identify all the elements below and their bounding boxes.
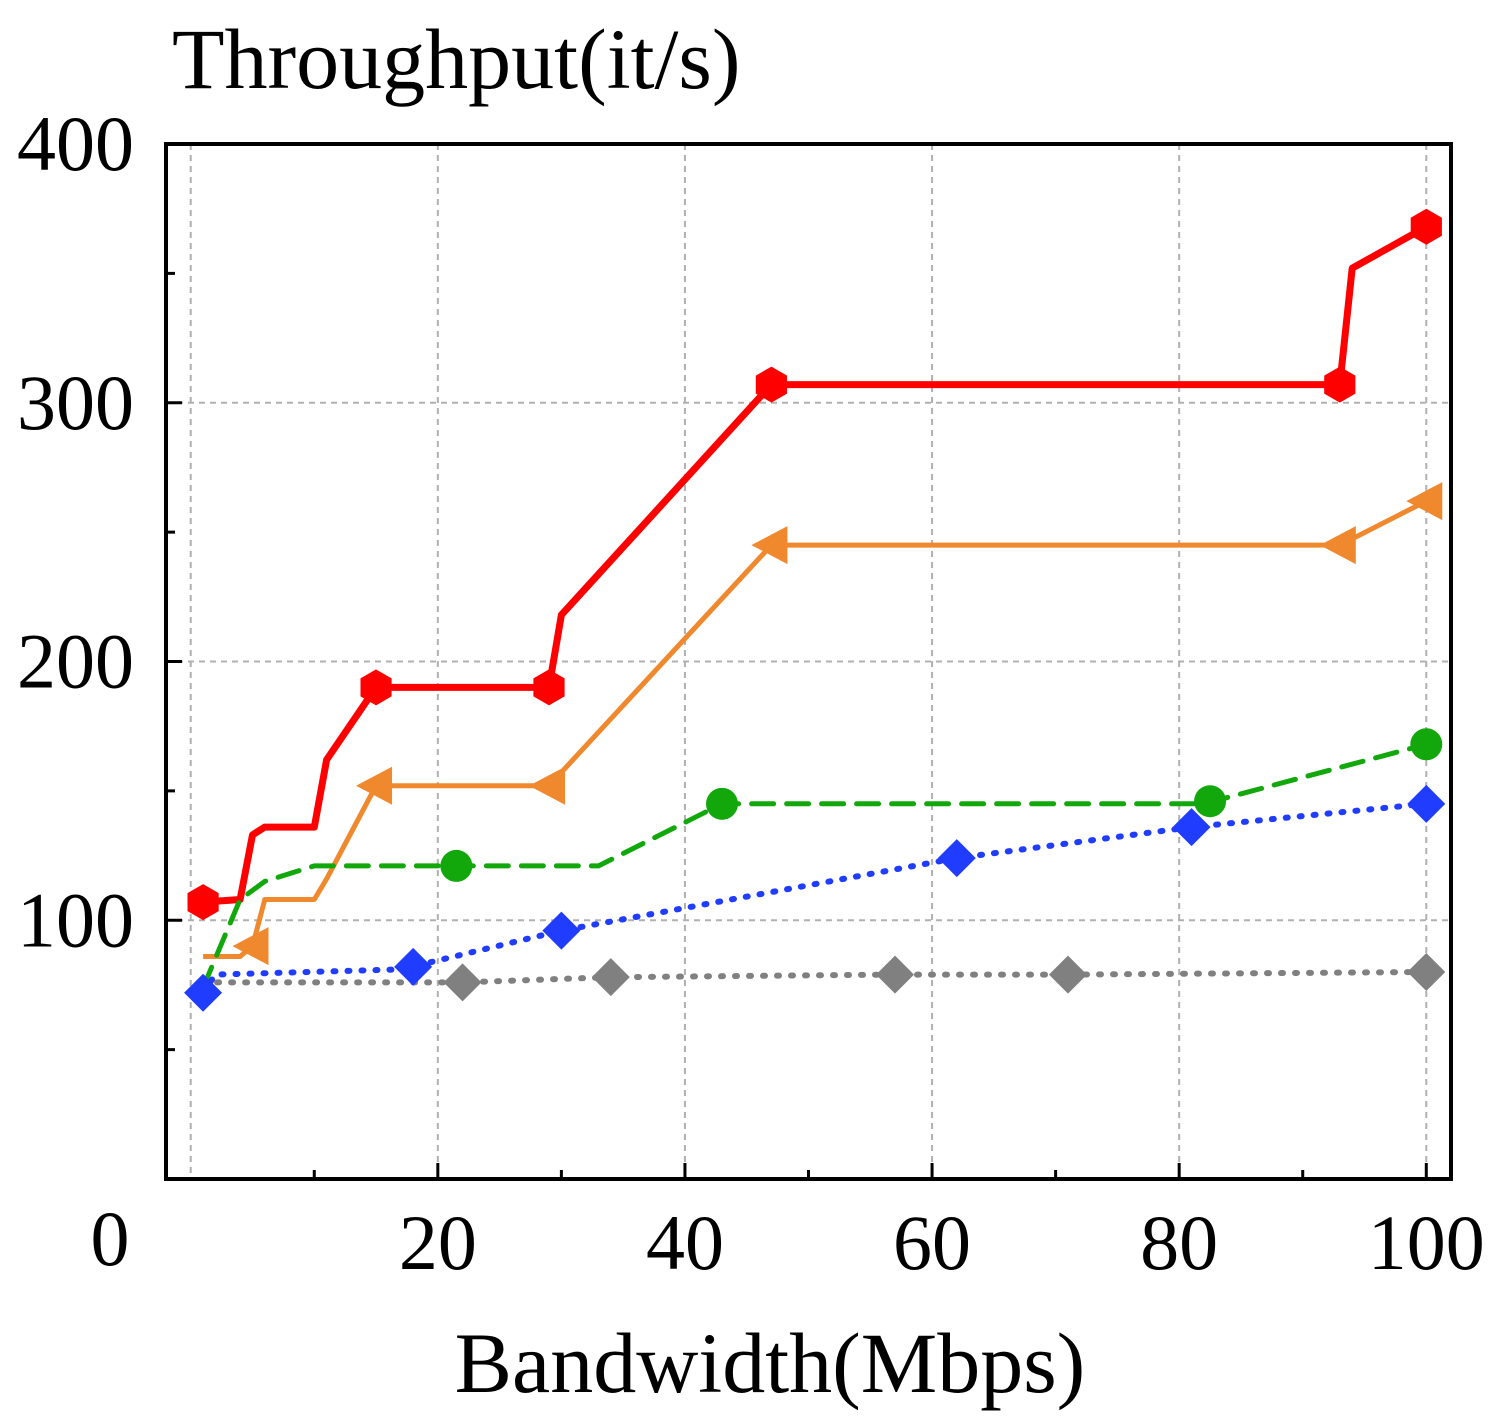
data-point bbox=[1406, 482, 1443, 521]
data-point bbox=[591, 958, 630, 997]
data-point bbox=[1319, 526, 1356, 565]
x-tick-label: 40 bbox=[646, 1199, 724, 1286]
marker-layer bbox=[184, 208, 1446, 1012]
data-point bbox=[542, 911, 581, 950]
grid bbox=[166, 144, 1451, 1179]
origin-tick-label: 0 bbox=[91, 1195, 130, 1282]
data-point bbox=[394, 947, 433, 986]
x-tick-label: 80 bbox=[1140, 1199, 1218, 1286]
data-point bbox=[1410, 728, 1443, 761]
data-point bbox=[1407, 784, 1446, 823]
x-tick-label: 100 bbox=[1368, 1199, 1485, 1286]
series-line-3 bbox=[200, 800, 1430, 996]
data-point bbox=[1194, 785, 1227, 818]
series-line-1 bbox=[203, 498, 1428, 959]
data-point bbox=[1048, 955, 1087, 994]
x-axis-label: Bandwidth(Mbps) bbox=[455, 1315, 1086, 1411]
y-tick-label: 400 bbox=[17, 100, 134, 187]
x-tick-label: 20 bbox=[399, 1199, 477, 1286]
data-point bbox=[533, 669, 565, 706]
ticks bbox=[166, 142, 1428, 1179]
series-line-4 bbox=[200, 969, 1430, 986]
data-point bbox=[440, 849, 473, 882]
data-point bbox=[443, 963, 482, 1002]
series-layer bbox=[200, 223, 1430, 996]
data-point bbox=[187, 884, 219, 921]
tick-labels: 20 40 60 80 100 100 200 300 400 bbox=[17, 100, 1485, 1286]
data-point bbox=[706, 787, 739, 820]
data-point bbox=[1410, 208, 1442, 245]
data-point bbox=[360, 669, 392, 706]
data-point bbox=[184, 973, 223, 1012]
data-point bbox=[875, 955, 914, 994]
data-point bbox=[356, 766, 393, 805]
data-point bbox=[937, 839, 976, 878]
data-point bbox=[1407, 953, 1446, 991]
y-axis-label: Throughput(it/s) bbox=[172, 11, 741, 107]
data-point bbox=[1324, 366, 1356, 403]
y-tick-label: 100 bbox=[17, 876, 134, 963]
y-tick-label: 300 bbox=[17, 359, 134, 446]
data-point bbox=[755, 366, 787, 403]
data-point bbox=[232, 927, 269, 966]
y-tick-label: 200 bbox=[17, 618, 134, 705]
data-point bbox=[529, 766, 566, 805]
data-point bbox=[751, 526, 788, 565]
data-point bbox=[1172, 808, 1211, 847]
x-tick-label: 60 bbox=[893, 1199, 971, 1286]
